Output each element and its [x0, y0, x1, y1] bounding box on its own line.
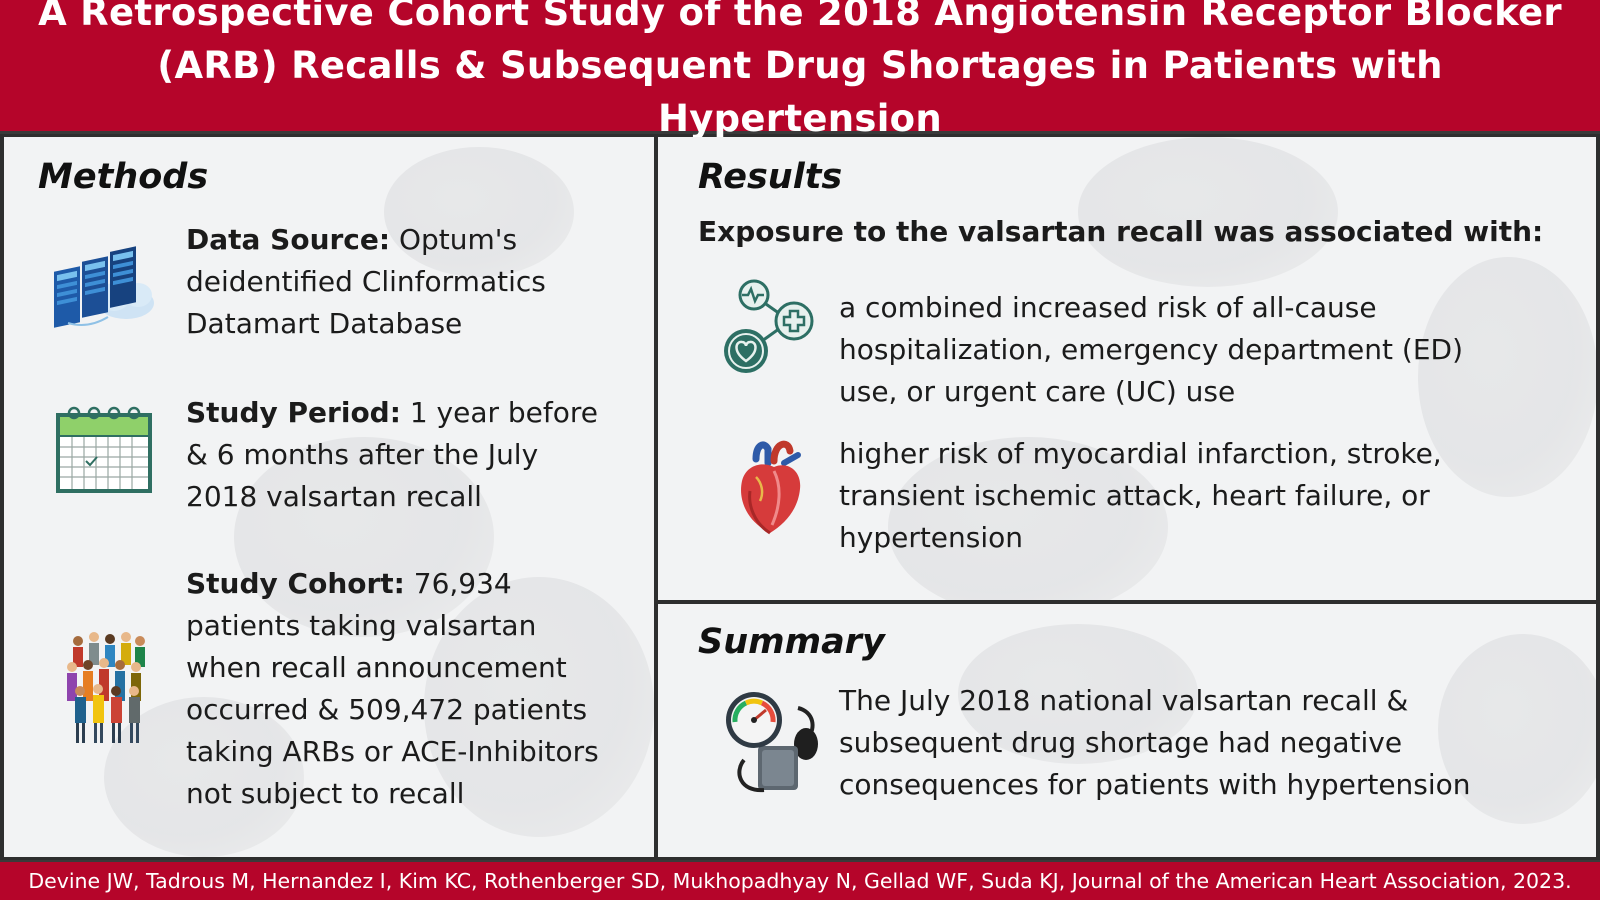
study-period-label: Study Period:: [186, 396, 401, 429]
result-2-line-3: hypertension: [839, 521, 1024, 554]
summary-line-3: consequences for patients with hypertens…: [839, 768, 1471, 801]
methods-title: Methods: [38, 157, 209, 197]
title-banner: A Retrospective Cohort Study of the 2018…: [0, 0, 1600, 140]
results-subtitle: Exposure to the valsartan recall was ass…: [698, 215, 1544, 248]
summary-title: Summary: [698, 622, 885, 662]
server-cloud-icon: [54, 246, 154, 328]
title-line-2: (ARB) Recalls & Subsequent Drug Shortage…: [157, 44, 1443, 140]
summary-line-2: subsequent drug shortage had negative: [839, 726, 1403, 759]
data-source-label: Data Source:: [186, 223, 391, 256]
result-1-line-2: hospitalization, emergency department (E…: [839, 333, 1464, 366]
data-source-line-2: deidentified Clinformatics: [186, 265, 546, 298]
crowd-icon: [67, 632, 145, 743]
calendar-icon: [56, 406, 152, 493]
study-cohort-line-3: when recall announcement: [186, 651, 567, 684]
study-cohort-line-4: occurred & 509,472 patients: [186, 693, 588, 726]
result-2-line-2: transient ischemic attack, heart failure…: [839, 479, 1430, 512]
result-2-line-1: higher risk of myocardial infarction, st…: [839, 437, 1442, 470]
summary-line-1: The July 2018 national valsartan recall …: [839, 684, 1409, 717]
result-2-text: higher risk of myocardial infarction, st…: [839, 433, 1442, 559]
study-period-line-2: & 6 months after the July: [186, 438, 539, 471]
results-panel: Results Exposure to the valsartan recall…: [658, 137, 1596, 600]
data-source-line-1: Optum's: [390, 223, 518, 256]
methods-panel: Methods: [4, 137, 654, 857]
data-source-line-3: Datamart Database: [186, 307, 463, 340]
study-cohort-line-6: not subject to recall: [186, 777, 465, 810]
summary-text: The July 2018 national valsartan recall …: [839, 680, 1471, 806]
title-line-1: A Retrospective Cohort Study of the 2018…: [38, 0, 1562, 34]
study-cohort-label: Study Cohort:: [186, 567, 405, 600]
study-cohort-line-2: patients taking valsartan: [186, 609, 537, 642]
health-network-icon: [724, 279, 814, 373]
study-cohort-line-5: taking ARBs or ACE-Inhibitors: [186, 735, 599, 768]
result-1-text: a combined increased risk of all-cause h…: [839, 287, 1463, 413]
results-title: Results: [698, 157, 843, 197]
page-title: A Retrospective Cohort Study of the 2018…: [0, 0, 1600, 145]
result-1-line-3: use, or urgent care (UC) use: [839, 375, 1236, 408]
study-period-line-1: 1 year before: [400, 396, 599, 429]
anatomical-heart-icon: [741, 440, 801, 535]
study-period-text: Study Period: 1 year before & 6 months a…: [186, 392, 598, 518]
summary-panel: Summary The July 2018 national valsartan…: [658, 604, 1596, 857]
study-period-line-3: 2018 valsartan recall: [186, 480, 482, 513]
study-cohort-text: Study Cohort: 76,934 patients taking val…: [186, 563, 599, 815]
citation-banner: Devine JW, Tadrous M, Hernandez I, Kim K…: [0, 860, 1600, 900]
data-source-text: Data Source: Optum's deidentified Clinfo…: [186, 219, 546, 345]
citation-text: Devine JW, Tadrous M, Hernandez I, Kim K…: [28, 869, 1572, 893]
study-cohort-line-1: 76,934: [404, 567, 512, 600]
result-1-line-1: a combined increased risk of all-cause: [839, 291, 1377, 324]
blood-pressure-gauge-icon: [726, 692, 818, 793]
